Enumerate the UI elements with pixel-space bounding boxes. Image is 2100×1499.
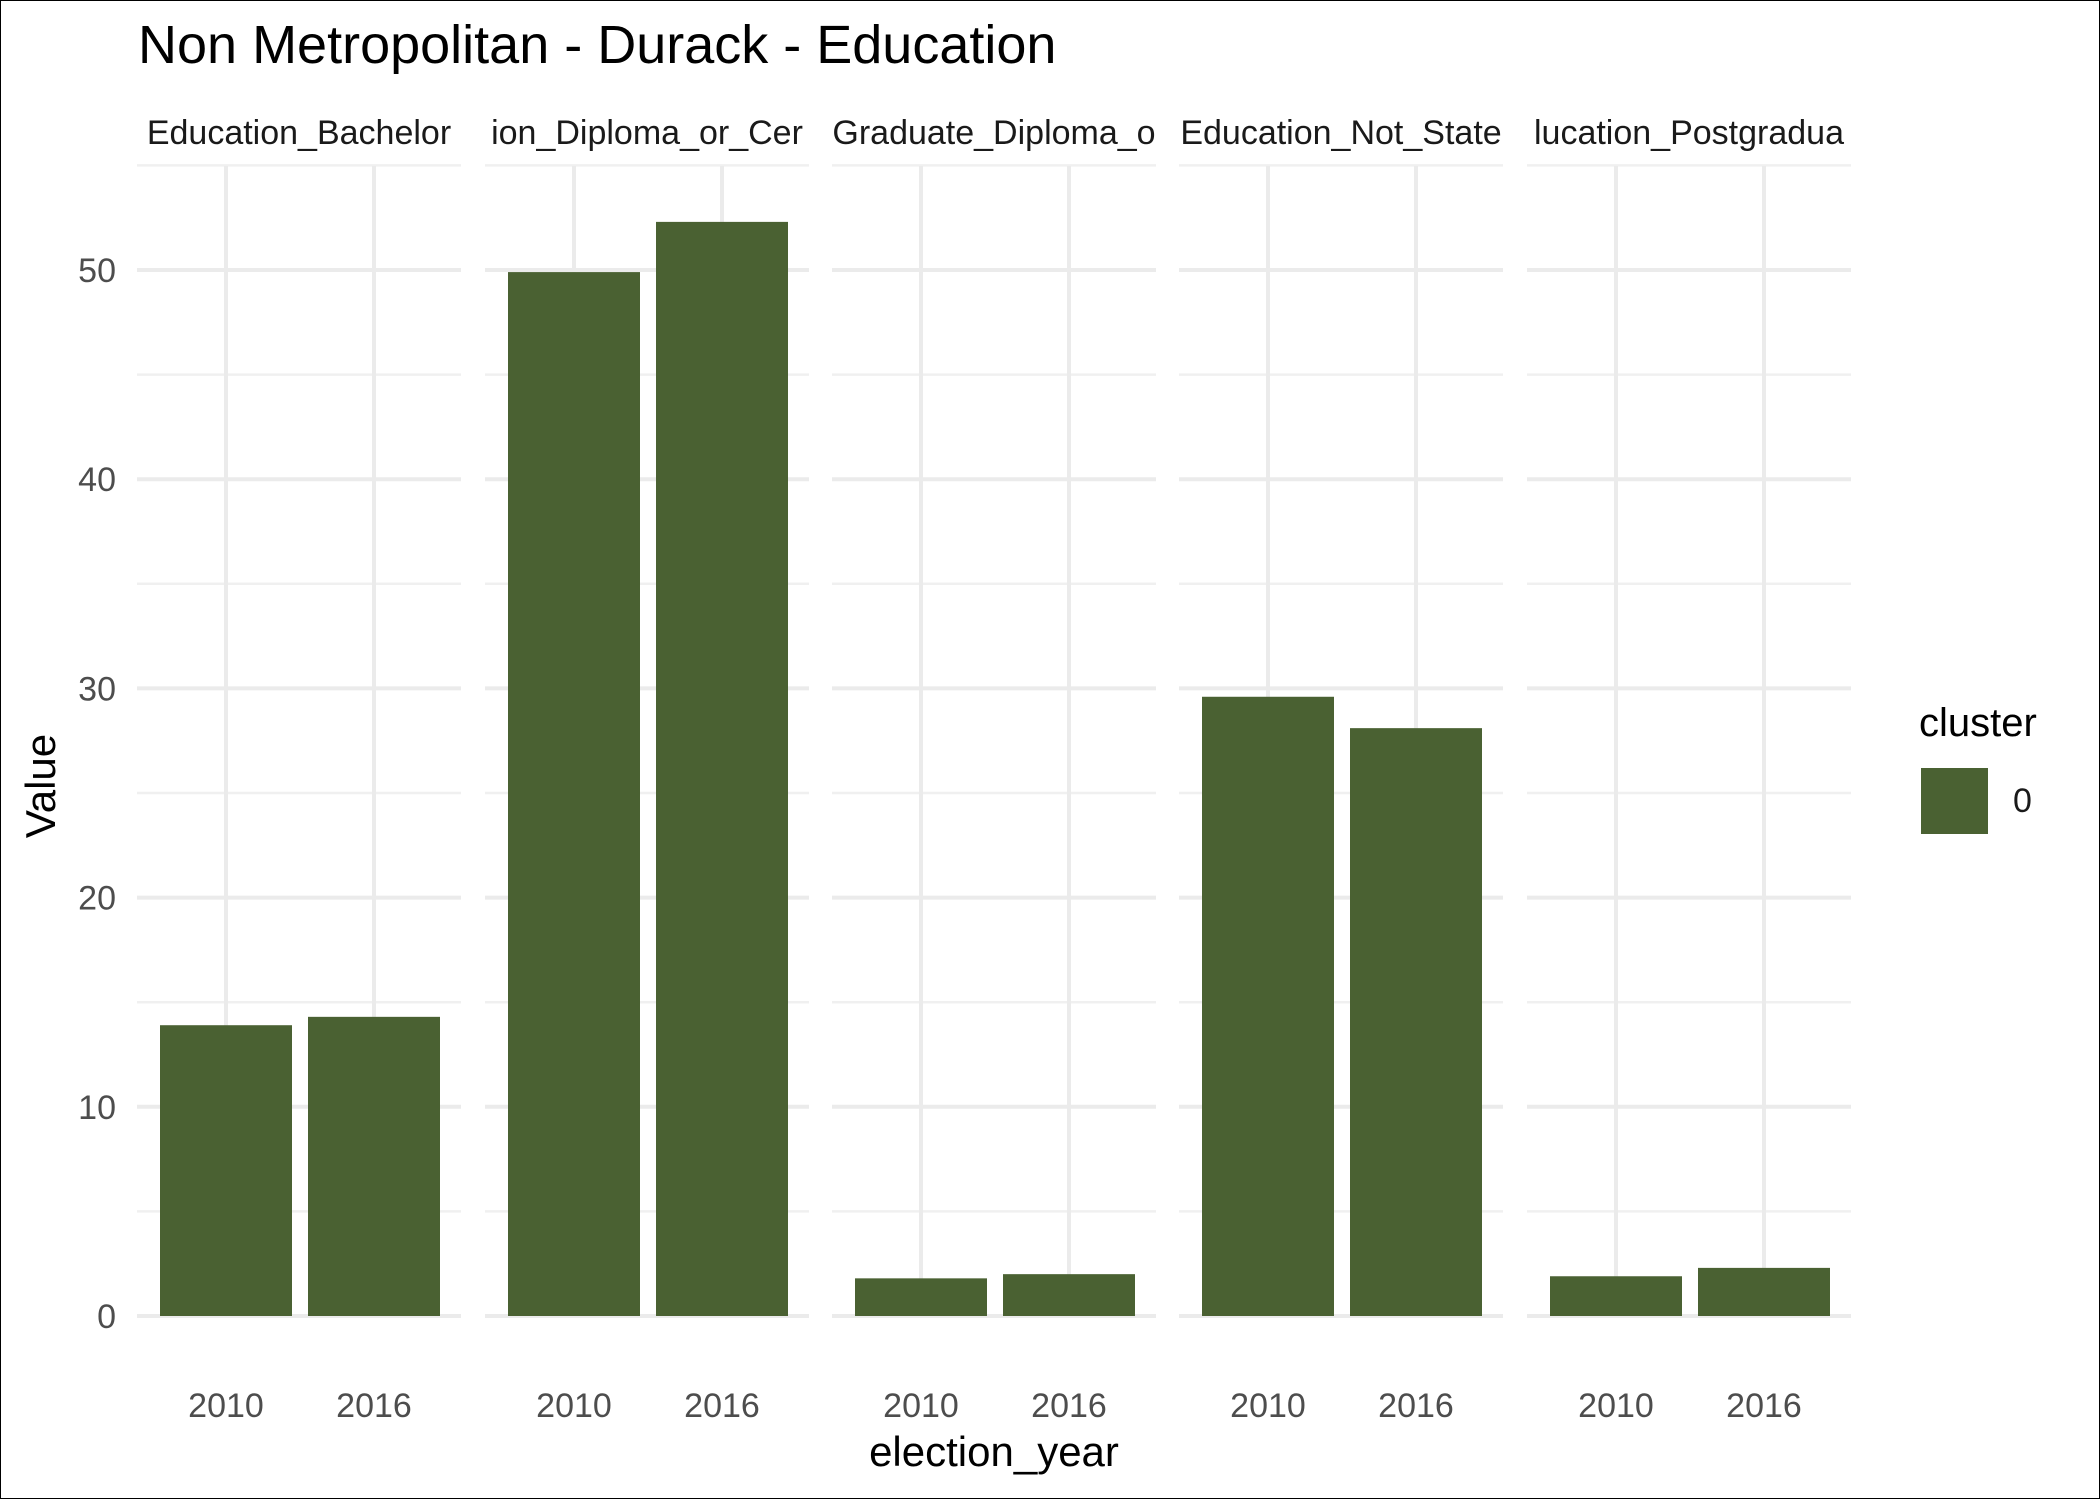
facet-panel-1: ion_Diploma_or_Cer 2010 2016 [485, 114, 809, 1425]
chart-title: Non Metropolitan - Durack - Education [138, 15, 1056, 75]
facet-strip-label-1: ion_Diploma_or_Cer [491, 114, 803, 152]
facet-strip-label-2: Graduate_Diploma_o [832, 114, 1155, 152]
legend-label-0: 0 [2013, 782, 2032, 820]
legend: cluster 0 [1919, 701, 2037, 834]
x-tick-label-2-2010: 2010 [883, 1387, 959, 1425]
bar-1-2010 [508, 272, 640, 1316]
x-tick-label-1-2016: 2016 [684, 1387, 760, 1425]
y-tick-label-30: 30 [78, 670, 116, 708]
legend-title: cluster [1919, 701, 2037, 745]
bar-2-2016 [1003, 1274, 1135, 1316]
facet-panel-0: Education_Bachelor 2010 2016 [137, 114, 461, 1425]
x-axis-title: election_year [869, 1428, 1119, 1475]
y-tick-label-40: 40 [78, 461, 116, 499]
facet-panel-2: Graduate_Diploma_o 2010 2016 [832, 114, 1156, 1425]
facet-panel-4: lucation_Postgradua 2010 2016 [1527, 114, 1851, 1425]
x-tick-label-3-2010: 2010 [1230, 1387, 1306, 1425]
bar-2-2010 [855, 1278, 987, 1316]
y-tick-label-20: 20 [78, 880, 116, 918]
y-tick-label-50: 50 [78, 252, 116, 290]
bar-3-2010 [1202, 696, 1334, 1316]
bar-0-2010 [160, 1025, 292, 1316]
facet-strip-label-0: Education_Bachelor [147, 114, 451, 152]
facet-strip-label-3: Education_Not_State [1180, 114, 1501, 152]
y-tick-label-10: 10 [78, 1089, 116, 1127]
bar-3-2016 [1350, 728, 1482, 1316]
bar-4-2010 [1550, 1276, 1682, 1316]
x-tick-label-0-2010: 2010 [188, 1387, 264, 1425]
bar-4-2016 [1698, 1267, 1830, 1316]
x-tick-label-1-2010: 2010 [536, 1387, 612, 1425]
x-tick-label-3-2016: 2016 [1378, 1387, 1454, 1425]
bar-0-2016 [308, 1016, 440, 1316]
x-tick-label-0-2016: 2016 [336, 1387, 412, 1425]
legend-key-0 [1921, 768, 1988, 834]
y-axis-title: Value [17, 734, 64, 838]
facet-panel-3: Education_Not_State 2010 2016 [1179, 114, 1503, 1425]
y-tick-label-0: 0 [97, 1298, 116, 1336]
facet-strip-label-4: lucation_Postgradua [1534, 114, 1844, 152]
x-tick-label-4-2010: 2010 [1578, 1387, 1654, 1425]
bar-1-2016 [656, 221, 788, 1316]
x-tick-label-4-2016: 2016 [1726, 1387, 1802, 1425]
x-tick-label-2-2016: 2016 [1031, 1387, 1107, 1425]
